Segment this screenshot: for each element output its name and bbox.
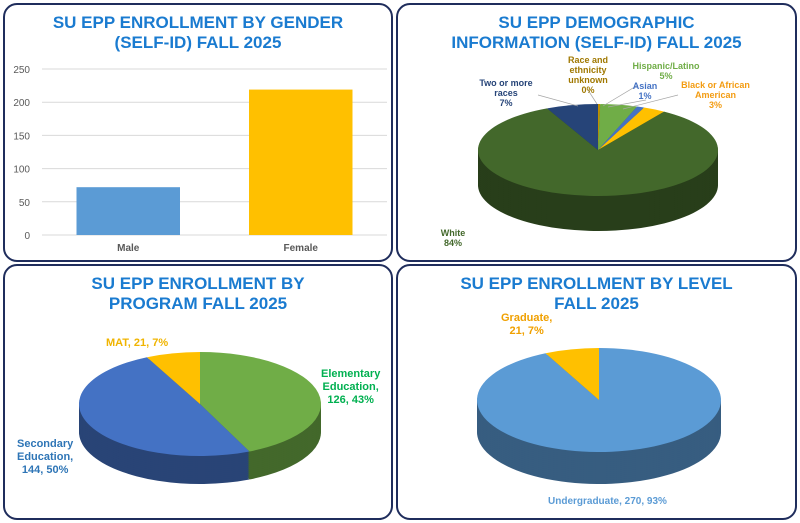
pie-slice-white — [478, 108, 718, 196]
pie-slice-race-and-ethnicity-unknown — [598, 104, 601, 150]
program-chart-panel: SU EPP ENROLLMENT BY PROGRAM FALL 2025 MA… — [3, 264, 393, 520]
title-line: PROGRAM FALL 2025 — [108, 294, 288, 313]
pie-slice-black-or-african-american — [598, 107, 665, 150]
pie-slice-undergraduate — [476, 348, 721, 452]
label-unknown: Race and ethnicity unknown 0% — [567, 55, 609, 95]
pie-chart — [78, 352, 322, 484]
chart-title: SU EPP DEMOGRAPHIC INFORMATION (SELF-ID) … — [398, 13, 795, 53]
bar-chart: 0 50 100 150 200 250 Male Female — [13, 65, 387, 254]
y-tick-label: 100 — [13, 165, 30, 176]
title-line: SU EPP ENROLLMENT BY — [91, 274, 305, 293]
chart-title: SU EPP ENROLLMENT BY LEVEL FALL 2025 — [398, 274, 795, 314]
gender-chart-panel: SU EPP ENROLLMENT BY GENDER (SELF-ID) FAL… — [3, 3, 393, 262]
pie-slice-hispanic-latino — [598, 104, 638, 150]
pie-slice-two-or-more-races — [547, 104, 598, 150]
label-secondary: Secondary Education, 144, 50% — [17, 438, 74, 476]
level-chart-panel: SU EPP ENROLLMENT BY LEVEL FALL 2025 Grad… — [396, 264, 797, 520]
leader-line — [602, 84, 639, 107]
bar-female — [249, 89, 353, 235]
leader-line — [607, 99, 647, 108]
demographic-chart-panel: SU EPP DEMOGRAPHIC INFORMATION (SELF-ID) … — [396, 3, 797, 262]
leader-line — [587, 89, 598, 105]
leader-line — [622, 94, 679, 110]
x-tick-label: Female — [284, 243, 319, 254]
title-line: SU EPP DEMOGRAPHIC — [498, 13, 695, 32]
y-tick-label: 50 — [19, 198, 31, 209]
y-tick-label: 250 — [13, 65, 30, 76]
label-elementary: Elementary Education, 126, 43% — [321, 368, 381, 406]
title-line: FALL 2025 — [554, 294, 639, 313]
pie-chart — [476, 348, 721, 484]
pie-slice-asian — [598, 106, 645, 150]
leader-line — [537, 94, 579, 107]
y-tick-label: 0 — [24, 231, 30, 242]
chart-title: SU EPP ENROLLMENT BY PROGRAM FALL 2025 — [5, 274, 391, 314]
title-line: SU EPP ENROLLMENT BY LEVEL — [460, 274, 733, 293]
pie-slice-secondary-education — [78, 357, 250, 456]
label-mat: MAT, 21, 7% — [106, 337, 169, 349]
pie-slice-mat — [146, 352, 200, 404]
label-asian: Asian 1% — [632, 81, 658, 101]
pie-slice-elementary-education — [200, 352, 321, 452]
label-white: White 84% — [440, 228, 466, 248]
pie-chart — [477, 84, 718, 232]
chart-title: SU EPP ENROLLMENT BY GENDER (SELF-ID) FAL… — [5, 13, 391, 53]
label-undergraduate: Undergraduate, 270, 93% — [548, 496, 667, 507]
title-line: SU EPP ENROLLMENT BY GENDER — [52, 13, 344, 32]
bar-male — [76, 187, 180, 235]
label-black: Black or African American 3% — [681, 80, 750, 110]
title-line: (SELF-ID) FALL 2025 — [114, 33, 282, 52]
title-line: INFORMATION (SELF-ID) FALL 2025 — [451, 33, 742, 52]
label-graduate: Graduate, 21, 7% — [501, 312, 553, 337]
y-tick-label: 200 — [13, 98, 30, 109]
pie-slice-graduate — [545, 348, 599, 400]
x-tick-label: Male — [117, 243, 140, 254]
label-two-or-more: Two or more races 7% — [479, 78, 533, 108]
label-hispanic: Hispanic/Latino 5% — [632, 61, 700, 81]
y-tick-label: 150 — [13, 131, 30, 142]
